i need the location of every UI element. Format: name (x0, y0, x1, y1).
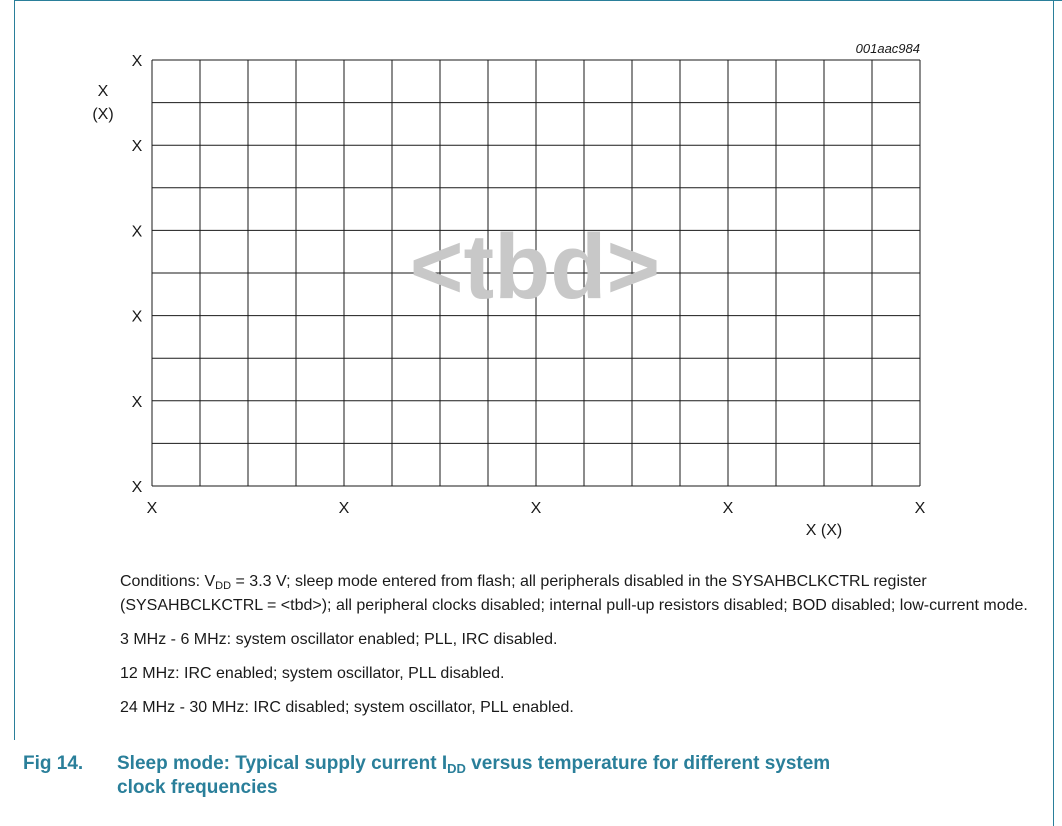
conditions-text: Conditions: VDD = 3.3 V; sleep mode ente… (120, 573, 1028, 614)
y-tick-label: X (132, 394, 143, 411)
y-tick-label: X (132, 138, 143, 155)
y-axis-unit: (X) (92, 106, 113, 123)
chart-grid (151, 59, 921, 487)
figure-caption-line2: clock frequencies (117, 777, 278, 798)
chart-code: 001aac984 (856, 41, 920, 56)
x-tick-label: X (339, 500, 350, 517)
frame-top-border (14, 0, 1062, 1)
y-tick-labels: X X X X X X (132, 53, 143, 496)
figure-notes: Conditions: VDD = 3.3 V; sleep mode ente… (120, 570, 1040, 730)
note-line: 24 MHz - 30 MHz: IRC disabled; system os… (120, 699, 574, 716)
y-axis-label: X (98, 83, 109, 100)
note-line: 12 MHz: IRC enabled; system oscillator, … (120, 665, 505, 682)
x-tick-label: X (147, 500, 158, 517)
tbd-placeholder: <tbd> (410, 216, 660, 318)
y-tick-label: X (132, 309, 143, 326)
x-tick-label: X (915, 500, 926, 517)
figure-number: Fig 14. (23, 753, 84, 774)
x-tick-label: X (531, 500, 542, 517)
y-tick-label: X (132, 479, 143, 496)
y-tick-label: X (132, 223, 143, 240)
figure-caption: Fig 14. Sleep mode: Typical supply curren… (23, 752, 1043, 800)
note-line: 3 MHz - 6 MHz: system oscillator enabled… (120, 631, 558, 648)
x-axis-label: X (X) (806, 522, 842, 539)
x-tick-label: X (723, 500, 734, 517)
y-tick-label: X (132, 53, 143, 70)
frame-right-border (1053, 0, 1054, 826)
frame-left-border (14, 0, 15, 740)
